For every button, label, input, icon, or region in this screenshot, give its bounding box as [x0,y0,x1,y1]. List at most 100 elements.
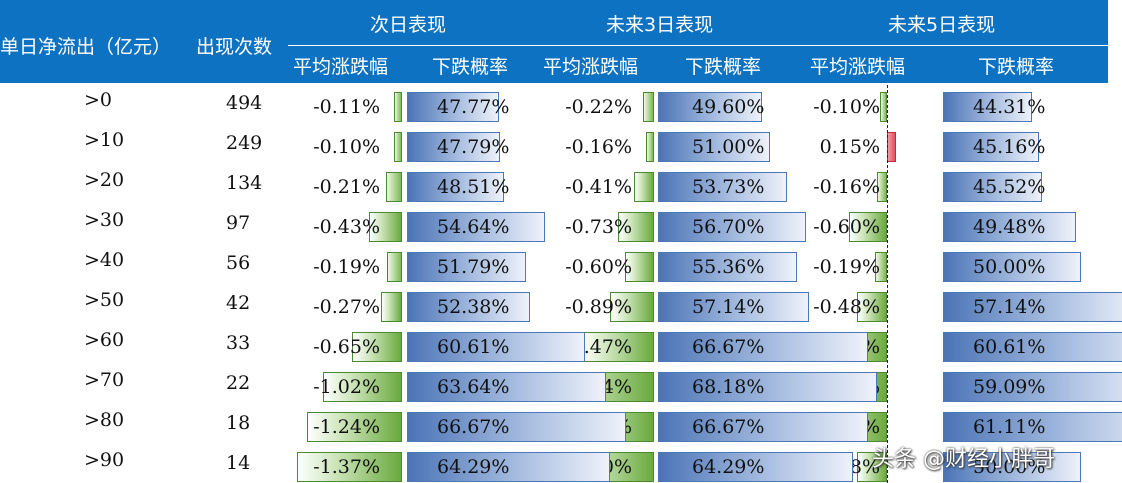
d5-avg-change-value: -0.16% [813,176,880,198]
d1-avg-change-bar [381,292,402,322]
d3-avg-change-bar [581,332,654,362]
d3-avg-change-value: -0.60% [565,256,632,278]
d1-avg-change-value: -0.27% [313,296,380,318]
d3-avg-change-bar [643,92,654,122]
group-header-3-day: 未来3日表现 [606,14,714,36]
d1-avg-change-bar [394,132,402,162]
d1-avg-change-value: -1.24% [313,416,380,438]
d5-down-probability-value: 44.31% [973,96,1046,118]
d1-down-probability-value: 54.64% [437,216,510,238]
d3-down-probability-value: 68.18% [692,376,765,398]
d3-avg-change-bar [610,292,654,322]
d5-avg-change-bar [876,172,887,202]
d3-down-probability-bar [658,212,806,242]
row-label-title: 单日净流出（亿元） [0,36,172,58]
d3-down-probability-bar [658,92,762,122]
sub-header-d1-avg: 平均涨跌幅 [293,56,389,78]
d1-avg-change-value: -1.02% [313,376,380,398]
d1-down-probability-value: 66.67% [437,416,510,438]
d3-avg-change-value: -0.41% [565,176,632,198]
d5-down-probability-bar [943,92,1033,122]
d5-down-probability-bar [943,332,1122,362]
d5-down-probability-value: 49.48% [973,216,1046,238]
d3-avg-change-value: -0.89% [565,296,632,318]
row-label: >10 [84,129,125,151]
row-count: 33 [226,332,251,354]
d5-avg-change-bar [856,292,887,322]
d5-avg-change-value: -0.10% [813,96,880,118]
d3-down-probability-value: 55.36% [692,256,765,278]
sub-header-d3-avg: 平均涨跌幅 [543,56,639,78]
d1-down-probability-value: 63.64% [437,376,510,398]
d1-down-probability-value: 64.29% [437,456,510,478]
d1-down-probability-value: 60.61% [437,336,510,358]
d1-avg-change-bar [296,452,402,482]
d1-avg-change-bar [385,172,402,202]
d5-down-probability-value: 50.00% [973,256,1046,278]
d3-avg-change-bar [633,172,654,202]
d1-avg-change-bar [323,372,402,402]
d5-avg-change-value: 0.15% [819,136,880,158]
d5-down-probability-value: 60.61% [973,336,1046,358]
d3-avg-change-value: -0.16% [565,136,632,158]
d3-down-probability-bar [658,172,788,202]
d1-down-probability-bar [407,132,500,162]
zero-axis-line [887,85,888,483]
row-count: 97 [226,212,251,234]
d5-down-probability-bar [943,132,1040,162]
d1-avg-change-value: -0.11% [313,96,380,118]
row-count: 56 [226,252,251,274]
row-label: >30 [84,209,125,231]
d5-down-probability-bar [943,412,1122,442]
row-label: >40 [84,249,125,271]
d3-down-probability-value: 51.00% [692,136,765,158]
d5-down-probability-bar [943,452,1081,482]
d5-down-probability-bar [943,212,1077,242]
d3-down-probability-value: 53.73% [692,176,765,198]
sub-header-d1-prob: 下跌概率 [432,56,509,78]
d5-down-probability-bar [943,252,1081,282]
row-count: 249 [226,132,263,154]
d1-avg-change-bar [351,332,402,362]
row-count: 18 [226,412,251,434]
d1-avg-change-bar [368,212,402,242]
row-count: 134 [226,172,263,194]
d5-avg-change-bar [875,252,887,282]
table-header: 次日表现 未来3日表现 未来5日表现 单日净流出（亿元） 出现次数 平均涨跌幅 … [0,0,1108,83]
d3-down-probability-value: 66.67% [692,336,765,358]
d3-down-probability-bar [658,252,798,282]
d3-down-probability-value: 64.29% [692,456,765,478]
d5-down-probability-value: 45.52% [973,176,1046,198]
d3-down-probability-bar [658,292,809,322]
d1-down-probability-bar [407,372,606,402]
d1-avg-change-bar [387,252,402,282]
row-label: >20 [84,169,125,191]
header-divider [288,45,1108,46]
d1-down-probability-bar [407,212,546,242]
row-label: >50 [84,289,125,311]
d1-avg-change-bar [393,92,402,122]
d5-avg-change-bar [887,132,897,162]
d1-down-probability-bar [407,172,505,202]
d1-down-probability-bar [407,452,611,482]
row-count: 494 [226,92,263,114]
d3-down-probability-bar [658,132,771,162]
d5-down-probability-value: 57.14% [973,296,1046,318]
sub-header-d5-prob: 下跌概率 [978,56,1055,78]
d3-down-probability-value: 49.60% [692,96,765,118]
d1-down-probability-value: 48.51% [437,176,510,198]
row-label: >90 [84,449,125,471]
d5-avg-change-bar [856,452,887,482]
d5-down-probability-bar [943,292,1122,322]
d1-avg-change-value: -0.10% [313,136,380,158]
d5-avg-change-bar [880,92,887,122]
d1-avg-change-value: -1.37% [313,456,380,478]
group-header-5-day: 未来5日表现 [888,14,996,36]
d3-avg-change-bar [618,212,654,242]
d1-down-probability-bar [407,292,531,322]
d5-avg-change-bar [849,212,887,242]
d1-avg-change-value: -0.21% [313,176,380,198]
d1-down-probability-bar [407,252,527,282]
d1-down-probability-value: 52.38% [437,296,510,318]
